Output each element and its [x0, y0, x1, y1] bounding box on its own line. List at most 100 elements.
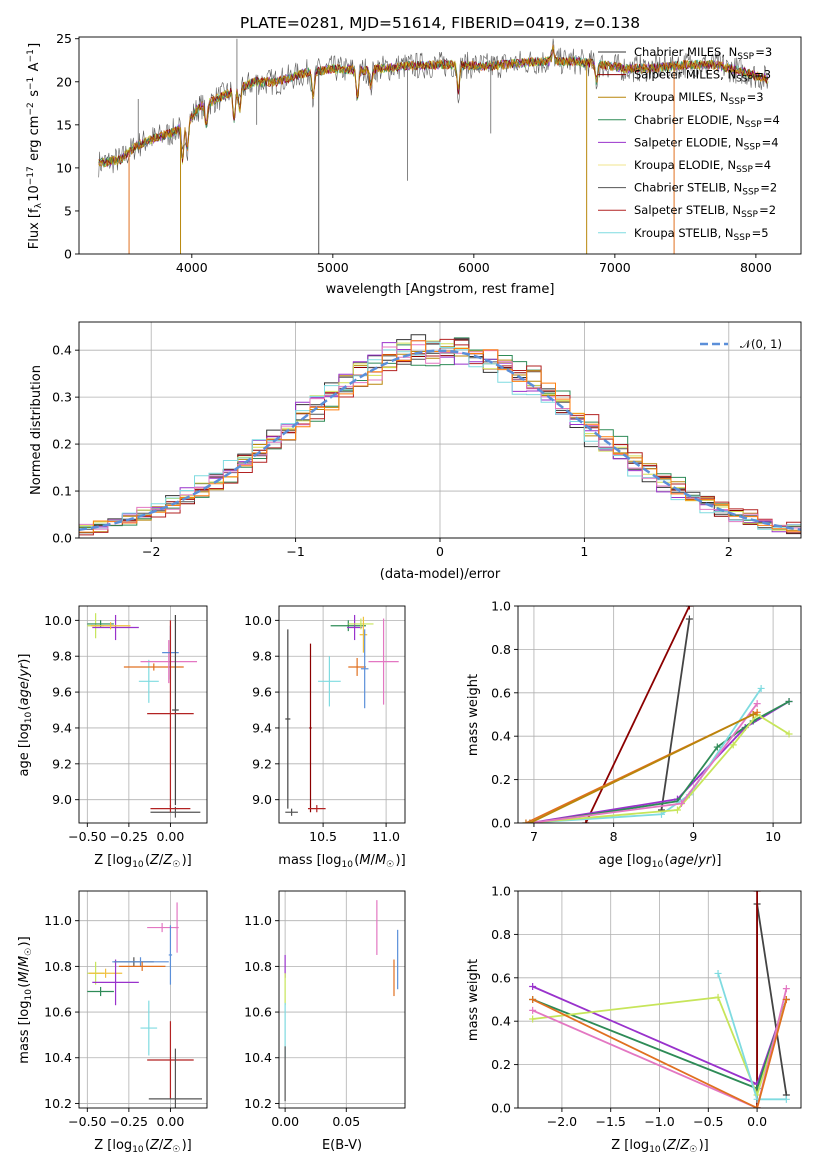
y-tick-label: 0.6: [491, 970, 511, 985]
residual-histogram-panel: −2 −1 0 1 2 0.0 0.1 0.2 0.3 0.4 (data-model)/error…: [29, 321, 802, 582]
x-tick-label: 11.0: [372, 829, 400, 844]
metallicity-mass-panel: −0.50 −0.25 0.00 10.2 10.4 10.6 10.8 11.0 Z [log…: [17, 890, 208, 1155]
y-tick-label: 10.8: [44, 959, 72, 974]
data-marker: [729, 741, 737, 749]
y-tick-label: 9.0: [252, 792, 272, 807]
y-axis-label: age [log10 (age/yr)]: [17, 654, 34, 777]
axes-frame: [517, 605, 802, 824]
plot-area: [522, 606, 793, 823]
x-axis-label: Z [log10 (Z/Z☉ )]: [611, 1138, 709, 1155]
data-marker: [582, 819, 590, 823]
data-marker: [677, 799, 685, 807]
y-tick-label: 9.4: [52, 720, 72, 735]
y-tick-label: 9.8: [252, 649, 272, 664]
y-tick-label: 9.8: [52, 649, 72, 664]
spectrum-line: [98, 48, 769, 166]
legend-label: 𝒩(0, 1): [740, 337, 782, 351]
y-tick-label: 0.3: [52, 390, 72, 405]
y-axis-label: mass weight: [466, 674, 481, 756]
y-tick-label: 10.6: [244, 1005, 272, 1020]
y-tick-label: 0.2: [491, 1057, 511, 1072]
series-line: [525, 687, 762, 823]
legend-label: Kroupa MILES, NSSP =3: [634, 90, 764, 107]
data-marker: [529, 996, 537, 1003]
series-line: [529, 713, 754, 823]
y-tick-label: 10.2: [44, 1096, 72, 1111]
x-axis-label: Z [log10 (Z/Z☉ )]: [94, 1138, 192, 1155]
metallicity-massweight-panel: −2.0 −1.5 −1.0 −0.5 0.0 0.0 0.2 0.4 0.6 0.8 1.0 Z […: [466, 884, 802, 1155]
y-tick-label: 9.2: [252, 756, 272, 771]
plot-area: [87, 613, 201, 818]
spectrum-panel: 4000 5000 6000 7000 8000 0 5 10 15 20 25 PLATE=0281…: [26, 14, 802, 297]
data-marker: [753, 1104, 761, 1108]
y-tick-label: 10.4: [44, 1050, 72, 1065]
data-marker: [685, 615, 693, 623]
x-tick-label: −0.25: [110, 1114, 148, 1129]
x-tick-label: −1: [286, 544, 304, 559]
y-tick-label: 0.8: [491, 642, 511, 657]
y-axis-label: mass weight: [466, 959, 481, 1041]
axes-frame: [78, 890, 208, 1109]
x-tick-label: 4000: [176, 260, 208, 275]
y-tick-label: 10.4: [244, 1050, 272, 1065]
data-marker: [714, 969, 722, 977]
y-tick-label: 10.0: [244, 613, 272, 628]
data-marker: [782, 1095, 790, 1103]
axes-frame: [278, 890, 406, 1109]
legend-label: Kroupa ELODIE, NSSP =4: [634, 158, 771, 175]
data-marker: [529, 982, 537, 990]
metallicity-age-panel: −0.50 −0.25 0.00 9.0 9.2 9.4 9.6 9.8 10.0 Z [log1…: [17, 605, 208, 870]
y-tick-label: 0.4: [491, 1014, 511, 1029]
plot-area: [98, 38, 769, 254]
y-tick-label: 0.0: [491, 816, 511, 831]
y-tick-label: 0.1: [52, 484, 72, 499]
x-tick-label: −0.25: [110, 829, 148, 844]
y-tick-label: 0.0: [52, 531, 72, 546]
y-tick-label: 0: [64, 247, 72, 262]
x-tick-label: −0.5: [693, 1114, 723, 1129]
age-massweight-panel: 7 8 9 10 0.0 0.2 0.4 0.6 0.8 1.0 age [log10 (age/y…: [466, 599, 802, 870]
y-tick-label: 9.2: [52, 756, 72, 771]
y-tick-label: 0.2: [491, 772, 511, 787]
series-line: [532, 988, 788, 1108]
legend: Chabrier MILES, NSSP =3 Salpeter MILES, N…: [598, 45, 780, 243]
y-tick-label: 25: [56, 31, 72, 46]
axes-frame: [78, 36, 802, 255]
y-tick-label: 10: [56, 160, 72, 175]
x-axis-label: age [log10 (age/yr)]: [599, 853, 722, 870]
y-axis-label: mass [log10 (M/M☉ )]: [17, 936, 34, 1063]
data-marker: [522, 819, 530, 823]
y-tick-label: 9.4: [252, 720, 272, 735]
data-marker: [749, 711, 757, 718]
x-axis-label: (data-model)/error: [380, 567, 501, 582]
x-tick-label: −1.0: [644, 1114, 674, 1129]
x-tick-label: −0.50: [68, 829, 106, 844]
plot-area: [529, 891, 790, 1108]
x-tick-label: −1.5: [596, 1114, 626, 1129]
x-tick-label: 0.00: [271, 1114, 299, 1129]
y-tick-label: 20: [56, 74, 72, 89]
legend-label: Chabrier ELODIE, NSSP =4: [634, 113, 780, 130]
data-marker: [782, 985, 790, 993]
data-marker: [713, 743, 721, 751]
x-axis-label: mass [log10 (M/M☉ )]: [278, 853, 405, 870]
data-marker: [529, 1015, 537, 1023]
axes-frame: [78, 605, 208, 824]
extinction-mass-panel: 0.00 0.05 10.2 10.4 10.6 10.8 11.0 E(B-V): [244, 890, 406, 1153]
mass-age-panel: 10.5 11.0 9.0 9.2 9.4 9.6 9.8 10.0 mass [log10 (…: [244, 605, 406, 870]
y-tick-label: 10.2: [244, 1096, 272, 1111]
y-tick-label: 11.0: [44, 913, 72, 928]
x-tick-label: 8000: [740, 260, 772, 275]
data-marker: [753, 708, 761, 716]
plot-area: [285, 614, 399, 816]
normal-curve: [79, 349, 801, 532]
chart-title: PLATE=0281, MJD=51614, FIBERID=0419, z=0…: [240, 14, 640, 32]
x-tick-label: −0.50: [68, 1114, 106, 1129]
data-marker: [753, 891, 761, 895]
legend-label: Salpeter MILES, NSSP =3: [634, 68, 771, 85]
y-tick-label: 9.0: [52, 792, 72, 807]
data-marker: [685, 606, 693, 610]
x-tick-label: 9: [689, 829, 697, 844]
plot-area: [79, 334, 801, 536]
